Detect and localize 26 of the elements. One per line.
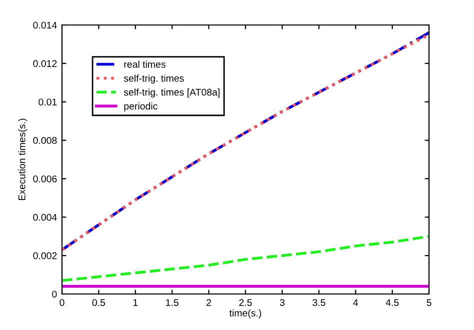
x-tick-label: 2.5 — [239, 299, 252, 306]
x-tick-label: 4.5 — [386, 299, 399, 306]
x-tick-label: 1 — [133, 299, 138, 306]
x-tick-label: 3.5 — [312, 299, 326, 306]
legend-label: self-trig. times — [124, 74, 184, 84]
x-tick-label: 2 — [206, 299, 212, 306]
y-tick-label: 0.006 — [33, 175, 57, 182]
x-axis-title: time(s.) — [229, 309, 262, 318]
legend-label: self-trig. times [AT08a] — [124, 88, 220, 98]
y-tick-label: 0.004 — [33, 214, 57, 221]
y-tick-label: 0.014 — [33, 22, 57, 29]
x-tick-label: 3 — [280, 299, 284, 306]
line-series — [62, 234, 429, 282]
x-tick-label: 1.5 — [166, 299, 178, 306]
legend-label: real times — [124, 60, 166, 68]
y-tick-label: 0.01 — [38, 98, 57, 106]
x-tick-label: 0 — [60, 299, 64, 306]
legend-label: periodic — [124, 102, 158, 112]
y-axis-title: Execution times(s.) — [18, 118, 28, 200]
y-tick-label: 0.002 — [33, 252, 57, 260]
x-tick-label: 0.5 — [92, 299, 106, 306]
y-tick-label: 0.012 — [33, 60, 57, 68]
x-tick-label: 5 — [426, 299, 432, 306]
y-tick-label: 0 — [52, 290, 57, 298]
y-tick-label: 0.008 — [33, 137, 57, 144]
x-tick-label: 4 — [353, 299, 358, 306]
